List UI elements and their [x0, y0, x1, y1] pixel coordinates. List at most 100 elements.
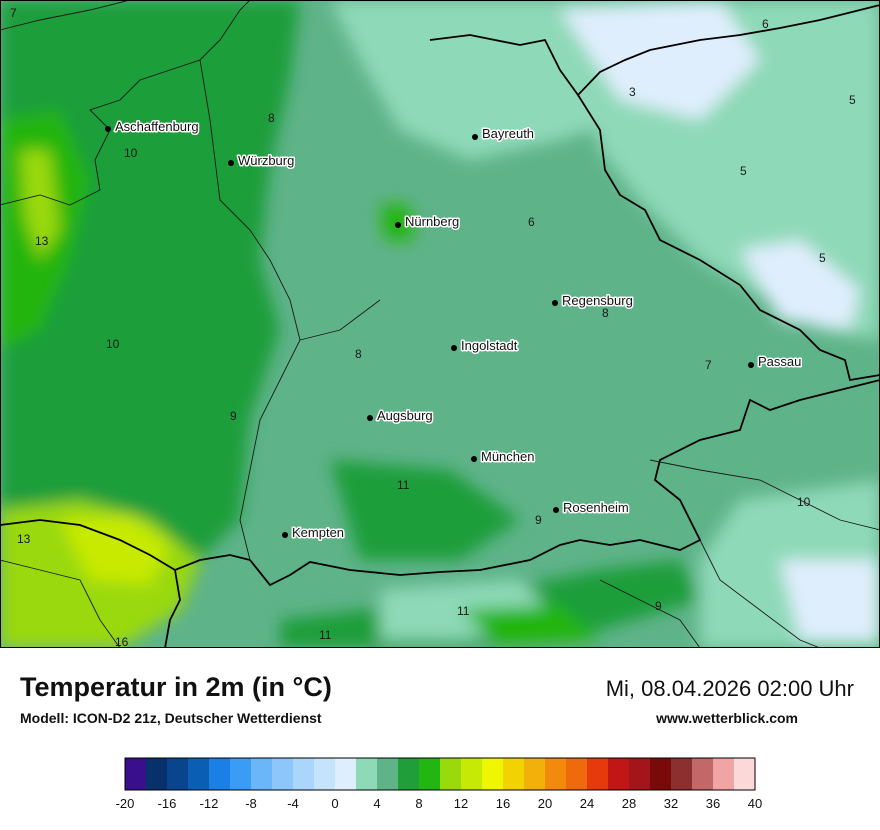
legend-swatch [230, 758, 252, 790]
value-label: 7 [10, 6, 17, 20]
city-label-regensburg: Regensburg [562, 293, 633, 308]
value-label: 9 [230, 409, 237, 423]
legend-tick-label: 28 [622, 796, 636, 811]
city-dot [472, 134, 478, 140]
legend-swatch [209, 758, 231, 790]
value-label: 3 [629, 85, 636, 99]
value-label: 13 [17, 532, 31, 546]
legend-swatch [356, 758, 378, 790]
legend-swatch [146, 758, 168, 790]
legend-tick-label: -16 [158, 796, 177, 811]
forecast-datetime: Mi, 08.04.2026 02:00 Uhr [605, 676, 854, 701]
value-label: 9 [535, 513, 542, 527]
value-label: 11 [397, 478, 410, 492]
legend-swatch [524, 758, 546, 790]
legend-tick-label: 24 [580, 796, 594, 811]
value-label: 13 [35, 234, 49, 248]
legend-swatch [734, 758, 756, 790]
city-dot [105, 126, 111, 132]
legend-swatch [251, 758, 273, 790]
city-label-passau: Passau [758, 354, 801, 369]
state-borders [0, 0, 880, 648]
value-label: 5 [849, 93, 856, 107]
legend-swatch [125, 758, 147, 790]
value-labels: 7 6 3 5 5 5 8 10 13 6 8 10 8 7 9 11 9 10… [10, 6, 856, 648]
legend-swatch [545, 758, 567, 790]
city-dot [367, 415, 373, 421]
legend-swatch [503, 758, 525, 790]
legend-swatch [629, 758, 651, 790]
city-label-aschaffenburg: Aschaffenburg [115, 119, 199, 134]
legend-swatch [419, 758, 441, 790]
city-dot [748, 362, 754, 368]
legend-tick-label: 8 [415, 796, 422, 811]
city-label-augsburg: Augsburg [377, 408, 433, 423]
color-legend: -20 -16 -12 -8 -4 0 4 8 12 16 20 24 28 32 36 40 [116, 757, 763, 811]
value-label: 11 [319, 628, 332, 642]
value-label: 7 [705, 358, 712, 372]
country-borders [0, 4, 880, 648]
legend-tick-label: 16 [496, 796, 510, 811]
value-label: 9 [655, 599, 662, 613]
city-label-bayreuth: Bayreuth [482, 126, 534, 141]
legend-swatch [713, 758, 735, 790]
city-dot [552, 300, 558, 306]
city-dot [282, 532, 288, 538]
legend-tick-label: 12 [454, 796, 468, 811]
value-label: 8 [602, 306, 609, 320]
city-label-nuernberg: Nürnberg [405, 214, 459, 229]
legend-frame [124, 757, 756, 791]
legend-swatch [335, 758, 357, 790]
city-dot [395, 222, 401, 228]
legend-swatch [272, 758, 294, 790]
city-dot [471, 456, 477, 462]
value-label: 11 [457, 604, 470, 618]
city-dot [451, 345, 457, 351]
city-label-rosenheim: Rosenheim [563, 500, 629, 515]
legend-tick-label: 4 [373, 796, 380, 811]
value-label: 8 [355, 347, 362, 361]
legend-swatch [398, 758, 420, 790]
legend-ticks: -20 -16 -12 -8 -4 0 4 8 12 16 20 24 28 32 36 40 [116, 796, 763, 811]
legend-tick-label: -12 [200, 796, 219, 811]
legend-swatch [377, 758, 399, 790]
city-label-ingolstadt: Ingolstadt [461, 338, 518, 353]
city-dot [228, 160, 234, 166]
value-label: 5 [819, 251, 826, 265]
value-label: 6 [528, 215, 535, 229]
legend-tick-label: -4 [287, 796, 299, 811]
legend-tick-label: 0 [331, 796, 338, 811]
legend-swatch [188, 758, 210, 790]
value-label: 10 [106, 337, 120, 351]
legend-swatch [692, 758, 714, 790]
website-link[interactable]: www.wetterblick.com [656, 710, 798, 726]
value-label: 10 [124, 146, 138, 160]
city-label-kempten: Kempten [292, 525, 344, 540]
legend-tick-label: 32 [664, 796, 678, 811]
legend-tick-label: -8 [245, 796, 257, 811]
legend-swatch [587, 758, 609, 790]
legend-swatch [167, 758, 189, 790]
legend-swatch [482, 758, 504, 790]
legend-swatch [461, 758, 483, 790]
city-markers: Aschaffenburg Würzburg Bayreuth Nürnberg… [105, 118, 803, 542]
legend-swatch [608, 758, 630, 790]
temperature-map: 7 6 3 5 5 5 8 10 13 6 8 10 8 7 9 11 9 10… [0, 0, 880, 648]
legend-swatch [440, 758, 462, 790]
legend-swatch [671, 758, 693, 790]
city-dot [553, 507, 559, 513]
legend-tick-label: 20 [538, 796, 552, 811]
map-title: Temperatur in 2m (in °C) [20, 672, 332, 702]
value-label: 6 [762, 17, 769, 31]
value-label: 8 [268, 111, 275, 125]
value-label: 10 [797, 495, 811, 509]
legend-swatch [650, 758, 672, 790]
value-label: 5 [740, 164, 747, 178]
temperature-field [0, 0, 880, 648]
legend-swatch [566, 758, 588, 790]
legend-tick-label: 40 [748, 796, 762, 811]
legend-tick-label: -20 [116, 796, 135, 811]
value-label: 16 [115, 635, 129, 648]
model-info: Modell: ICON-D2 21z, Deutscher Wetterdie… [20, 710, 322, 726]
legend-swatch [314, 758, 336, 790]
